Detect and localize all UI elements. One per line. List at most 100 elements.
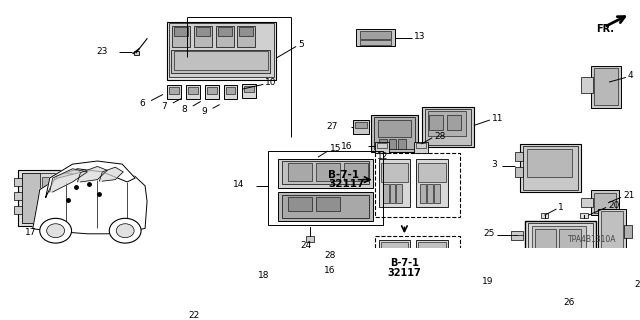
Bar — [379, 240, 410, 269]
Bar — [22, 173, 40, 223]
Bar — [425, 109, 471, 145]
Bar — [598, 209, 626, 294]
Bar — [379, 274, 410, 303]
Text: FR.: FR. — [596, 24, 614, 35]
Bar — [187, 266, 236, 290]
Text: 28: 28 — [434, 132, 445, 141]
Bar — [428, 184, 433, 203]
Text: 4: 4 — [628, 71, 634, 80]
Text: 12: 12 — [377, 152, 388, 161]
Bar — [278, 159, 372, 188]
Bar — [355, 122, 367, 128]
Bar — [14, 206, 22, 214]
Bar — [355, 266, 369, 277]
Bar — [207, 87, 216, 94]
Bar — [428, 111, 466, 136]
Bar — [237, 26, 255, 47]
Bar — [344, 163, 367, 181]
Bar — [523, 146, 579, 190]
Bar — [381, 163, 408, 182]
Bar — [520, 144, 581, 192]
Bar — [420, 184, 426, 203]
Bar — [419, 258, 425, 267]
Bar — [244, 86, 254, 92]
Bar — [581, 77, 593, 93]
Bar — [434, 184, 440, 203]
Bar — [381, 276, 408, 290]
Bar — [18, 170, 79, 226]
Bar — [396, 258, 401, 267]
Circle shape — [116, 224, 134, 238]
Bar — [624, 225, 632, 238]
Bar — [591, 66, 621, 108]
Bar — [541, 300, 554, 310]
Bar — [419, 292, 425, 301]
Bar — [186, 85, 200, 99]
Text: 8: 8 — [181, 105, 187, 114]
Bar — [134, 51, 139, 55]
Text: 23: 23 — [96, 47, 108, 56]
Text: 20: 20 — [608, 201, 620, 211]
Bar — [316, 197, 340, 211]
Bar — [511, 231, 523, 240]
Bar — [383, 184, 388, 203]
Bar — [360, 40, 392, 45]
Bar — [171, 50, 270, 73]
Text: 15: 15 — [330, 144, 341, 153]
Bar — [417, 143, 426, 148]
Bar — [194, 298, 202, 303]
Text: 5: 5 — [298, 40, 304, 49]
Text: B-7-1: B-7-1 — [390, 258, 419, 268]
Bar — [426, 292, 432, 301]
Text: 14: 14 — [233, 180, 244, 189]
Bar — [515, 167, 523, 177]
Bar — [527, 149, 572, 177]
Text: 3: 3 — [491, 160, 497, 169]
Bar — [433, 258, 439, 267]
Bar — [381, 242, 408, 256]
Bar — [22, 173, 76, 223]
Text: 18: 18 — [259, 271, 270, 280]
Bar — [396, 184, 403, 203]
Text: 16: 16 — [341, 142, 353, 151]
Text: 17: 17 — [25, 228, 36, 237]
Bar — [591, 190, 619, 215]
Bar — [594, 68, 618, 105]
Bar — [527, 223, 593, 292]
Bar — [288, 163, 312, 181]
Text: 19: 19 — [483, 277, 494, 286]
Bar — [184, 263, 239, 293]
Bar — [580, 213, 588, 218]
Bar — [419, 276, 446, 290]
Circle shape — [47, 224, 65, 238]
Bar — [167, 85, 181, 99]
Bar — [381, 292, 387, 301]
Bar — [282, 161, 369, 184]
Bar — [376, 143, 387, 148]
Bar — [282, 195, 369, 218]
Text: 28: 28 — [324, 251, 336, 260]
Bar — [371, 115, 419, 152]
Bar — [360, 31, 392, 39]
Circle shape — [109, 218, 141, 243]
Bar — [426, 258, 432, 267]
Bar — [223, 85, 237, 99]
Bar — [581, 198, 593, 207]
Bar — [559, 229, 581, 252]
Bar — [189, 268, 232, 282]
Bar — [379, 159, 410, 207]
Text: 13: 13 — [414, 32, 426, 41]
Text: 16: 16 — [324, 266, 336, 275]
Bar — [378, 120, 412, 137]
Bar — [525, 221, 596, 294]
Polygon shape — [50, 169, 88, 192]
Bar — [521, 271, 554, 296]
Bar — [419, 163, 446, 182]
Bar — [355, 252, 369, 262]
Polygon shape — [99, 167, 124, 181]
Bar — [374, 142, 388, 153]
Bar — [527, 276, 545, 285]
Bar — [388, 139, 396, 149]
Bar — [433, 292, 439, 301]
Bar — [422, 107, 474, 147]
